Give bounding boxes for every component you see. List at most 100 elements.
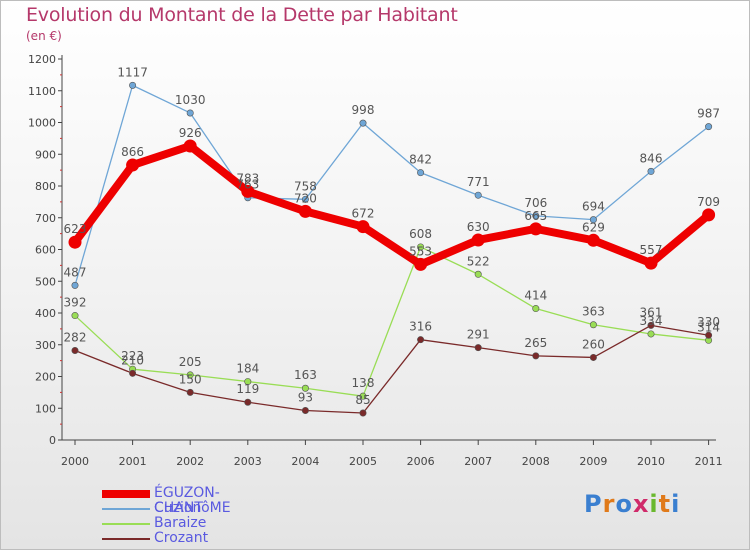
data-point [644, 256, 658, 270]
data-point [532, 305, 540, 313]
series-line-0 [71, 141, 713, 269]
data-point [126, 158, 140, 172]
data-point [529, 222, 543, 236]
data-label: 522 [467, 254, 490, 268]
data-point [244, 378, 252, 386]
x-tick-label: 2007 [464, 455, 492, 468]
data-point [705, 331, 713, 339]
data-point [301, 406, 309, 414]
series-line-1 [74, 84, 710, 287]
data-point [71, 312, 79, 320]
x-tick-label: 2008 [522, 455, 550, 468]
data-label: 291 [467, 328, 490, 342]
legend-label-crozant: Crozant [154, 530, 209, 546]
x-tick-label: 2011 [695, 455, 723, 468]
data-point [417, 336, 425, 344]
data-point [356, 220, 370, 234]
y-tick-label: 700 [35, 212, 56, 225]
series-line-3 [74, 324, 710, 414]
data-label: 334 [640, 314, 663, 328]
data-point [186, 388, 194, 396]
logo-letter: o [615, 490, 633, 518]
data-point [474, 344, 482, 352]
data-point [705, 123, 713, 131]
data-point [241, 184, 255, 198]
data-label: 138 [352, 376, 375, 390]
data-label: 184 [236, 362, 259, 376]
data-point [359, 119, 367, 127]
x-tick-label: 2000 [61, 455, 89, 468]
data-point [586, 233, 600, 247]
data-label: 361 [640, 305, 663, 319]
logo-letter: i [649, 490, 659, 518]
data-label: 163 [294, 368, 317, 382]
data-point [183, 139, 197, 153]
data-point [129, 369, 137, 377]
data-label: 842 [409, 153, 432, 167]
data-label: 119 [236, 382, 259, 396]
data-point [471, 233, 485, 247]
legend-label-cuzion: Cuzion [154, 500, 202, 516]
y-tick-label: 400 [35, 307, 56, 320]
x-tick-label: 2005 [349, 455, 377, 468]
x-tick-label: 2002 [176, 455, 204, 468]
data-point [417, 169, 425, 177]
data-point [129, 81, 137, 89]
data-point [532, 352, 540, 360]
data-label: 210 [121, 353, 144, 367]
data-label: 694 [582, 200, 605, 214]
data-point [417, 243, 425, 251]
data-label: 265 [524, 336, 547, 350]
y-tick-label: 1100 [28, 85, 56, 98]
data-point [71, 346, 79, 354]
data-label: 363 [582, 305, 605, 319]
legend-label-eguzon: ÉGUZON-CHANTôME [154, 485, 231, 516]
data-point [298, 204, 312, 218]
data-label: 392 [64, 296, 87, 310]
data-label: 665 [524, 209, 547, 223]
legend-swatch-cuzion [102, 508, 150, 510]
data-label: 629 [582, 220, 605, 234]
data-point [532, 212, 540, 220]
logo-letter: i [671, 490, 681, 518]
data-label: 623 [64, 222, 87, 236]
series-line-2 [74, 246, 710, 397]
data-label: 260 [582, 337, 605, 351]
y-tick-label: 1000 [28, 117, 56, 130]
legend-swatch-crozant [102, 538, 150, 540]
x-tick-label: 2001 [119, 455, 147, 468]
data-label: 846 [640, 151, 663, 165]
data-label: 93 [298, 390, 313, 404]
legend-swatch-eguzon [102, 490, 150, 498]
data-point [647, 330, 655, 338]
data-point [244, 398, 252, 406]
data-point [414, 257, 428, 271]
data-label: 314 [697, 320, 720, 334]
data-label: 672 [352, 207, 375, 221]
chart-subtitle: (en €) [26, 29, 62, 43]
data-label: 706 [524, 196, 547, 210]
y-tick-label: 900 [35, 148, 56, 161]
data-label: 1117 [117, 65, 148, 79]
data-label: 557 [640, 243, 663, 257]
logo-letter: P [584, 490, 603, 518]
data-point [589, 321, 597, 329]
data-label: 763 [236, 178, 259, 192]
x-tick-label: 2006 [407, 455, 435, 468]
data-label: 608 [409, 227, 432, 241]
x-tick-label: 2003 [234, 455, 262, 468]
legend-swatch-baraize [102, 523, 150, 525]
x-tick-label: 2004 [291, 455, 319, 468]
legend-label-baraize: Baraize [154, 515, 207, 531]
data-label: 553 [409, 244, 432, 258]
data-label: 282 [64, 330, 87, 344]
data-point [702, 208, 716, 222]
data-label: 1030 [175, 93, 206, 107]
y-tick-label: 100 [35, 402, 56, 415]
data-point [71, 281, 79, 289]
data-label: 987 [697, 107, 720, 121]
x-tick-label: 2009 [579, 455, 607, 468]
data-label: 414 [524, 289, 547, 303]
data-point [186, 371, 194, 379]
